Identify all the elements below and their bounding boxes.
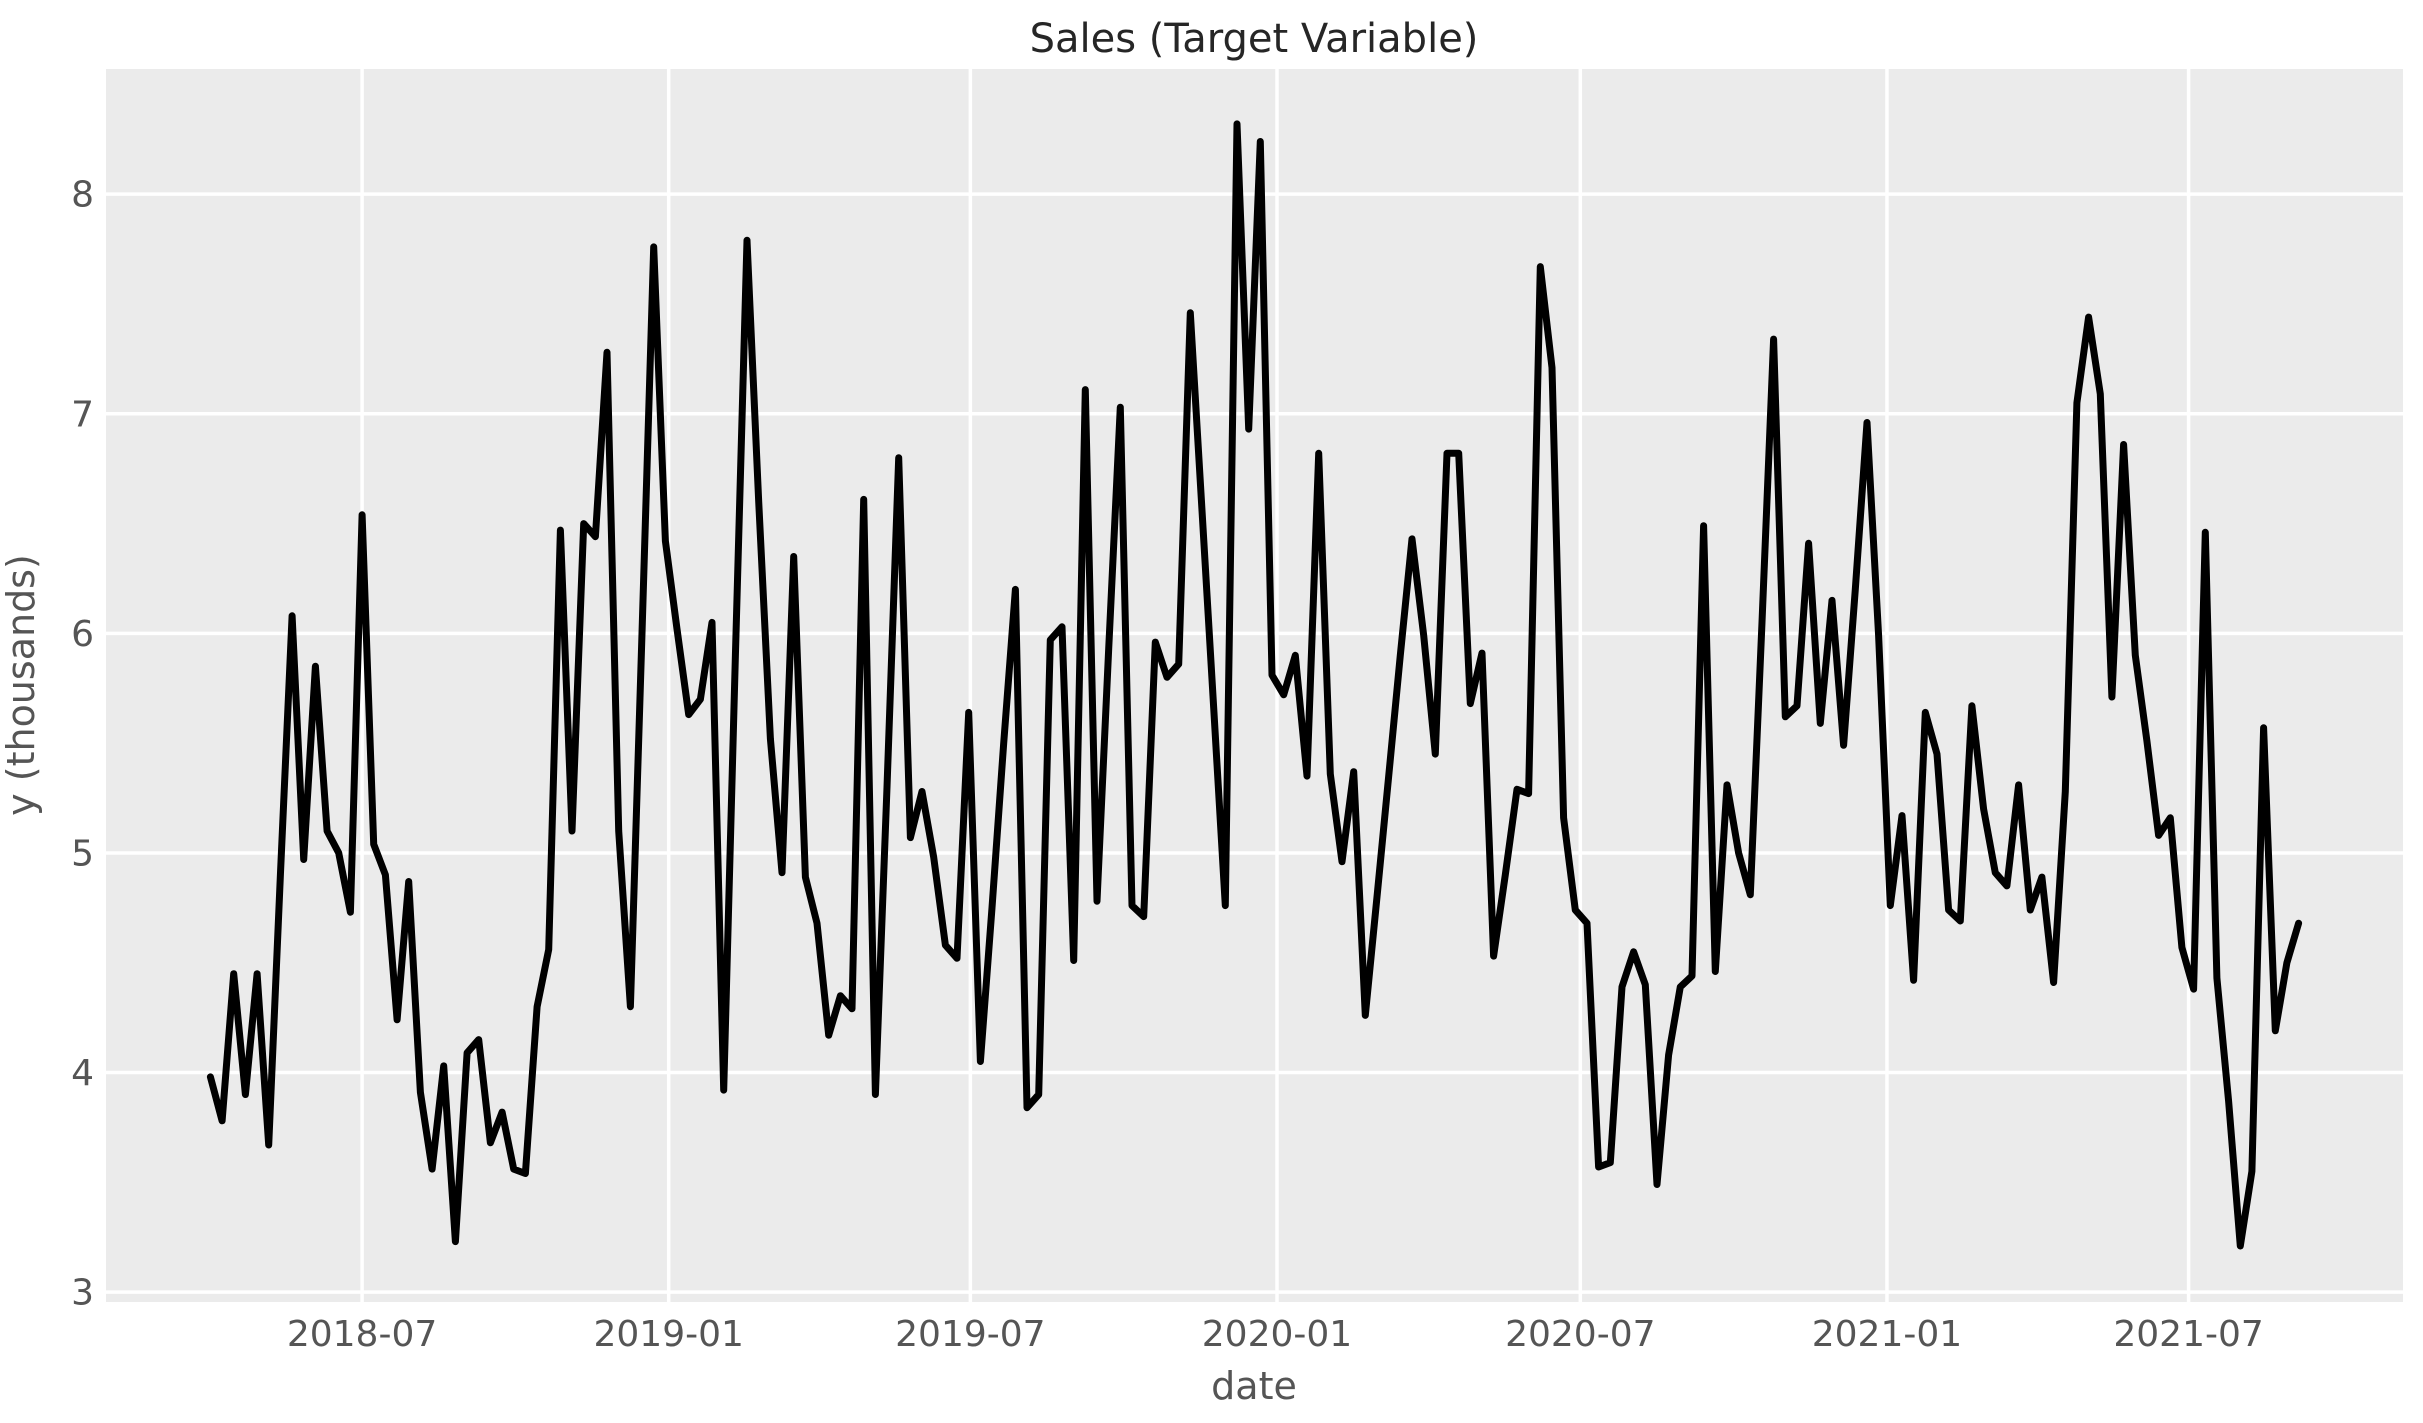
x-axis-label: date	[1211, 1364, 1297, 1408]
x-tick-label: 2019-01	[593, 1314, 743, 1355]
chart-title: Sales (Target Variable)	[1030, 16, 1479, 62]
y-tick-label: 3	[71, 1273, 94, 1314]
x-tick-label: 2018-07	[287, 1314, 437, 1355]
x-tick-label: 2020-01	[1202, 1314, 1352, 1355]
horizontal-gridlines	[106, 192, 2403, 1294]
sales-line-path	[206, 120, 2303, 1250]
y-axis-tick-labels: 3 4 5 6 7 8	[71, 175, 94, 1314]
vertical-gridlines	[360, 69, 2191, 1302]
y-tick-label: 5	[71, 833, 94, 874]
x-axis-tick-labels: 2018-07 2019-01 2019-07 2020-01 2020-07 2021-…	[287, 1314, 2264, 1355]
y-tick-label: 6	[71, 614, 94, 655]
y-axis-label: y (thousands)	[0, 554, 43, 816]
x-tick-label: 2019-07	[895, 1314, 1045, 1355]
x-tick-label: 2021-01	[1812, 1314, 1962, 1355]
sales-series-line	[206, 120, 2303, 1250]
y-tick-label: 4	[71, 1053, 94, 1094]
x-tick-label: 2020-07	[1505, 1314, 1655, 1355]
x-tick-label: 2021-07	[2113, 1314, 2263, 1355]
y-tick-label: 7	[71, 394, 94, 435]
y-tick-label: 8	[71, 175, 94, 216]
